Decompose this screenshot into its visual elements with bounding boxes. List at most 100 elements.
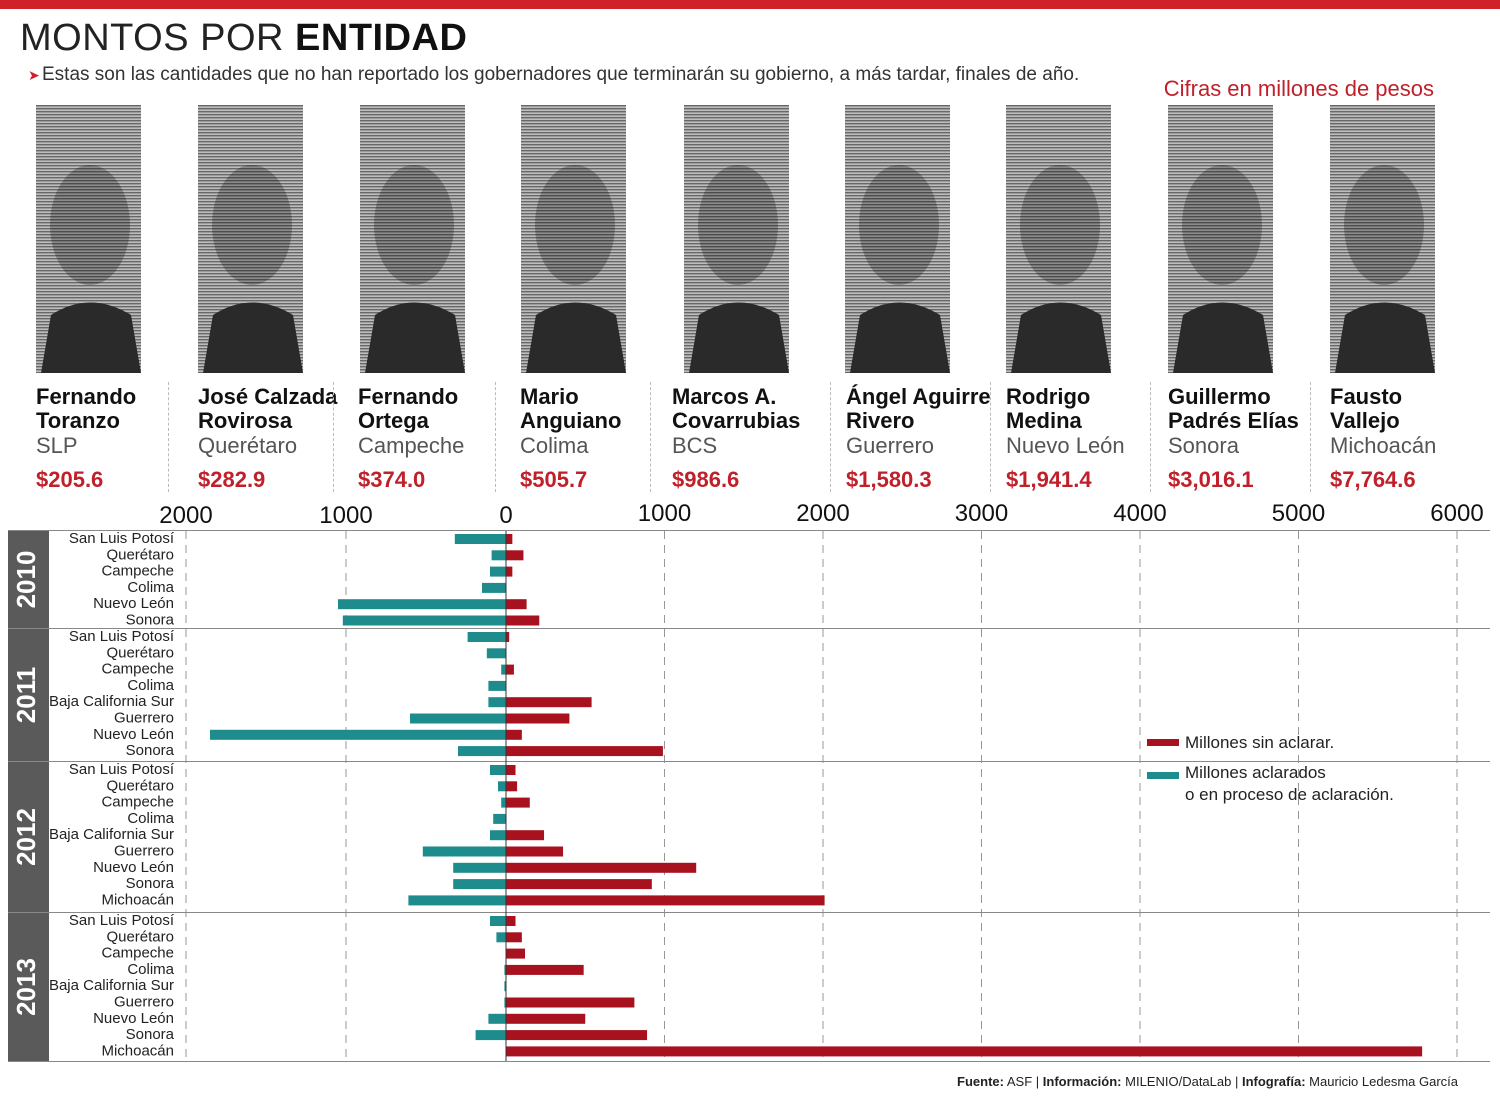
bar-clarified [490,765,506,775]
governor-amount: $505.7 [520,467,588,492]
bar-clarified [210,729,506,740]
governor-name: José Calzada Rovirosa [198,384,338,433]
bar-unclarified [506,1013,586,1024]
bar-clarified [493,813,506,824]
bar-unclarified [506,830,545,841]
bar-unclarified [506,664,514,675]
year-band [8,531,49,628]
bar-unclarified [506,632,510,642]
row-label: Campeche [101,563,174,580]
bar-unclarified [506,932,522,943]
governor-name: Marcos A. Covarrubias [672,384,801,433]
row-label: Nuevo León [93,1010,174,1027]
units-note: Cifras en millones de pesos [1163,76,1434,101]
governor-name: Guillermo Padrés Elías [1168,384,1299,433]
bar-unclarified [506,846,564,857]
row-label: Colima [127,810,174,827]
row-label: Sonora [126,742,175,759]
bar-clarified [490,566,506,577]
bar-unclarified [506,746,663,757]
axis-tick-label-right: 6000 [1430,500,1483,527]
row-label: Querétaro [106,928,174,945]
row-label: San Luis Potosí [69,912,175,929]
row-label: Baja California Sur [49,693,174,710]
bar-clarified [491,550,506,561]
bar-clarified [490,830,506,841]
bar-clarified [475,1030,506,1041]
governor-state: Guerrero [846,433,935,458]
year-label: 2012 [11,808,41,866]
governor-state: SLP [36,433,78,458]
year-label: 2010 [11,551,41,609]
bar-clarified [453,879,506,890]
governor-amount: $3,016.1 [1168,467,1254,492]
top-accent-bar [0,0,1500,9]
legend-swatch-clarified [1147,772,1179,779]
governor-portrait [521,105,626,373]
info-value: MILENIO/DataLab [1125,1074,1232,1089]
governor-separator [333,382,334,492]
governor-amount: $1,941.4 [1006,467,1092,492]
bar-clarified [486,648,506,659]
bar-unclarified [506,534,513,544]
source-credits: Fuente: ASF | Información: MILENIO/DataL… [957,1074,1458,1089]
row-label: Colima [127,579,174,596]
governor-portrait [684,105,789,373]
row-label: Colima [127,961,174,978]
row-label: Sonora [126,611,175,628]
governor-name: Fernando Ortega [358,384,459,433]
axis-tick-label-right: 3000 [955,500,1008,527]
legend-label-unclarified: Millones sin aclarar. [1185,733,1335,752]
row-label: Guerrero [114,709,174,726]
governor-amount: $205.6 [36,467,104,492]
governor-name: Ángel Aguirre Rivero [846,384,991,433]
bar-clarified [454,534,506,544]
bar-clarified [490,916,506,926]
bar-clarified [453,862,506,873]
bar-clarified [458,746,506,757]
row-label: Baja California Sur [49,977,174,994]
governor-portrait [1168,105,1273,373]
row-label: Sonora [126,1026,175,1043]
row-label: Michoacán [101,1042,174,1059]
bar-clarified [338,599,506,610]
legend-label-clarified-2: o en proceso de aclaración. [1185,785,1394,804]
governor-name: Fausto Vallejo [1330,384,1403,433]
legend-label-clarified-1: Millones aclarados [1185,763,1326,782]
source-label: Fuente: [957,1074,1004,1089]
row-label: Guerrero [114,993,174,1010]
bar-clarified [504,964,506,975]
legend-swatch-unclarified [1147,739,1179,746]
governor-amount: $1,580.3 [846,467,932,492]
bar-clarified [342,615,506,626]
row-label: San Luis Potosí [69,628,175,645]
bar-unclarified [506,550,524,561]
row-label: Querétaro [106,777,174,794]
governor-state: Sonora [1168,433,1239,458]
chart: 2000 1000 0 1000 2000 3000 4000 5000 6000 2010 San… [0,495,1500,1091]
bar-unclarified [506,964,584,975]
governor-separator [650,382,651,492]
axis-tick-label-left: 0 [499,502,512,529]
row-label: Guerrero [114,842,174,859]
bar-clarified [482,582,506,593]
bar-unclarified [506,916,516,926]
governor-state: Colima [520,433,589,458]
governor-separator [495,382,496,492]
axis-tick-label-right: 5000 [1272,500,1325,527]
bar-unclarified [506,1030,648,1041]
row-label: Campeche [101,794,174,811]
bar-unclarified [506,948,526,959]
year-label: 2013 [11,958,41,1016]
governor-separator [168,382,169,492]
governor-amount: $282.9 [198,467,266,492]
bar-clarified [410,713,506,724]
bar-unclarified [506,1046,1423,1057]
bar-clarified [422,846,506,857]
governor-state: Michoacán [1330,433,1437,458]
bar-unclarified [506,862,697,873]
bar-clarified [504,997,506,1008]
bar-clarified [501,797,506,808]
row-label: Campeche [101,945,174,962]
year-label: 2011 [11,667,41,723]
